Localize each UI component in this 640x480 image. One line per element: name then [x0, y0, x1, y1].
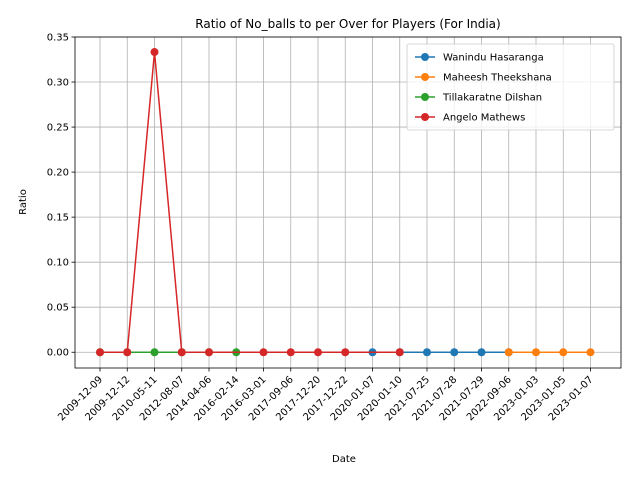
- data-point: [395, 348, 404, 357]
- legend: Wanindu Hasaranga Maheesh Theekshana Tilla…: [406, 43, 615, 131]
- legend-swatch-marker: [421, 113, 429, 121]
- data-point: [177, 348, 186, 357]
- legend-swatch-marker: [421, 73, 429, 81]
- x-axis: 2009-12-092009-12-122010-05-112012-08-07…: [56, 368, 596, 423]
- data-point: [532, 348, 540, 357]
- series: [96, 48, 404, 357]
- data-point: [423, 348, 431, 357]
- y-tick-label: 0.00: [47, 348, 69, 359]
- data-point: [450, 348, 459, 357]
- y-tick-label: 0.25: [47, 123, 69, 134]
- data-point: [341, 348, 350, 357]
- legend-label: Tillakaratne Dilshan: [442, 93, 542, 104]
- chart-title: Ratio of No_balls to per Over for Player…: [195, 17, 500, 31]
- grid: [75, 36, 621, 368]
- legend-label: Maheesh Theekshana: [443, 73, 552, 84]
- y-tick-label: 0.35: [47, 33, 69, 44]
- legend-entry: Tillakaratne Dilshan: [415, 93, 542, 104]
- data-point: [259, 348, 268, 357]
- series-group: [96, 48, 595, 357]
- data-point: [150, 48, 159, 57]
- y-tick-label: 0.20: [47, 168, 69, 179]
- series-line: [100, 51, 400, 353]
- data-point: [96, 348, 104, 357]
- legend-entry: Wanindu Hasaranga: [415, 53, 544, 64]
- y-tick-label: 0.30: [47, 78, 69, 89]
- data-point: [559, 348, 568, 357]
- legend-entry: Angelo Mathews: [415, 113, 525, 124]
- legend-label: Angelo Mathews: [443, 113, 525, 124]
- legend-entry: Maheesh Theekshana: [415, 73, 552, 84]
- x-axis-title: Date: [332, 454, 356, 465]
- plot-frame: [74, 36, 622, 369]
- data-point: [586, 348, 595, 357]
- legend-swatch-marker: [421, 53, 429, 61]
- y-tick-label: 0.10: [47, 258, 69, 269]
- data-point: [123, 348, 132, 357]
- y-axis: 0.00 0.05 0.10 0.15 0.20 0.25 0.30 0.35: [47, 33, 75, 359]
- data-point: [504, 348, 513, 357]
- legend-label: Wanindu Hasaranga: [443, 53, 544, 64]
- data-point: [477, 348, 486, 357]
- legend-box: [406, 43, 615, 131]
- y-tick-label: 0.15: [47, 213, 69, 224]
- series: [504, 348, 595, 357]
- y-axis-title: Ratio: [18, 189, 29, 215]
- data-point: [205, 348, 213, 357]
- data-point: [314, 348, 322, 357]
- y-tick-label: 0.05: [47, 303, 69, 314]
- legend-swatch-marker: [421, 93, 429, 101]
- data-point: [150, 348, 159, 357]
- data-point: [286, 348, 295, 357]
